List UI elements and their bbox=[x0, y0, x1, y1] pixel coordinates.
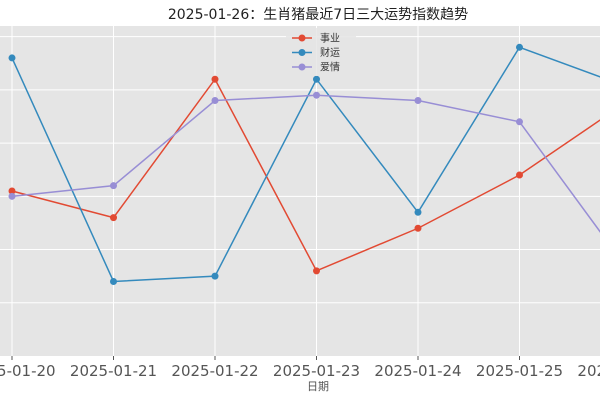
x-axis-label: 日期 bbox=[307, 380, 329, 393]
data-point bbox=[110, 277, 117, 285]
series-group bbox=[8, 43, 600, 285]
x-ticks: 2025-01-20 2025-01-21 2025-01-22 2025-01-23… bbox=[0, 356, 600, 380]
data-point bbox=[8, 187, 16, 195]
data-point bbox=[414, 97, 422, 105]
data-point bbox=[516, 43, 523, 51]
x-tick-label: 2025-01-21 bbox=[70, 362, 157, 380]
data-point bbox=[211, 97, 219, 105]
x-tick-label: 2025-01-23 bbox=[273, 362, 360, 380]
series-财运 bbox=[8, 43, 600, 285]
series-事业 bbox=[8, 75, 600, 275]
legend-label: 事业 bbox=[320, 32, 340, 45]
legend-marker bbox=[298, 49, 306, 56]
data-point bbox=[414, 208, 422, 216]
legend-marker bbox=[298, 34, 306, 42]
data-point bbox=[110, 182, 117, 190]
data-point bbox=[516, 118, 523, 126]
x-tick-label: 2025-01-26 bbox=[577, 362, 600, 380]
chart-title: 2025-01-26：生肖猪最近7日三大运势指数趋势 bbox=[168, 7, 468, 23]
data-point bbox=[8, 54, 16, 62]
x-tick-label: 2025-01-20 bbox=[0, 362, 56, 380]
data-point bbox=[414, 224, 422, 232]
data-point bbox=[8, 192, 16, 200]
plot-area bbox=[0, 26, 600, 356]
legend-label: 财运 bbox=[320, 46, 340, 59]
data-point bbox=[313, 91, 320, 99]
data-point bbox=[313, 267, 320, 275]
data-point bbox=[110, 214, 117, 222]
data-point bbox=[211, 272, 219, 280]
x-tick-label: 2025-01-22 bbox=[171, 362, 258, 380]
legend-marker bbox=[298, 63, 306, 71]
x-tick-label: 2025-01-25 bbox=[476, 362, 563, 380]
series-爱情 bbox=[8, 91, 600, 233]
x-tick-label: 2025-01-24 bbox=[374, 362, 461, 380]
data-point bbox=[211, 75, 219, 83]
legend-label: 爱情 bbox=[320, 61, 340, 74]
data-point bbox=[516, 171, 523, 179]
data-point bbox=[313, 75, 320, 83]
